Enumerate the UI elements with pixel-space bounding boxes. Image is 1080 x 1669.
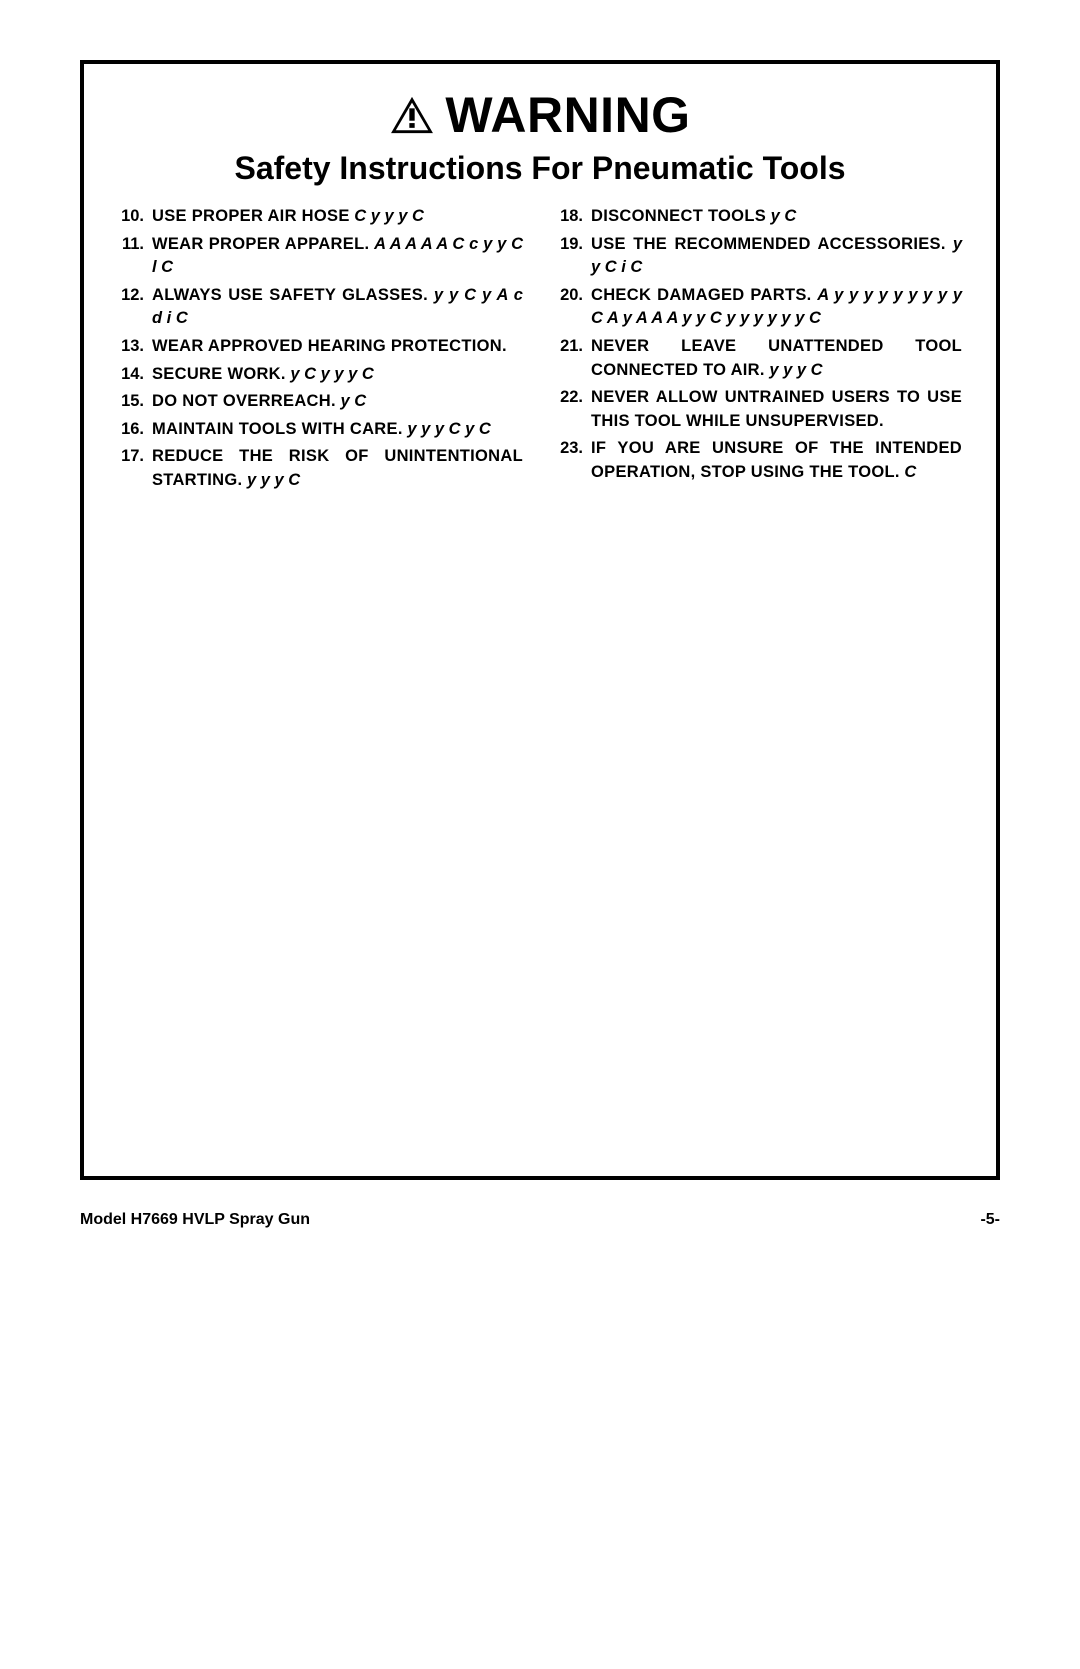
item-heading: WEAR APPROVED HEARING PROTECTION.	[152, 337, 507, 355]
item-number: 20.	[557, 284, 591, 331]
warning-header-row: WARNING	[118, 86, 962, 144]
list-item: 17.REDUCE THE RISK OF UNINTENTIONAL STAR…	[118, 445, 523, 492]
item-body: USE PROPER AIR HOSE C y y y C	[152, 205, 424, 229]
item-detail: y C y y y C	[290, 365, 373, 383]
warning-title: WARNING	[445, 86, 690, 144]
item-heading: CHECK DAMAGED PARTS.	[591, 286, 812, 304]
warning-triangle-icon	[389, 95, 435, 135]
item-number: 13.	[118, 335, 152, 359]
item-body: CHECK DAMAGED PARTS. A y y y y y	[591, 284, 962, 331]
item-heading: NEVER ALLOW UNTRAINED USERS TO USE THIS …	[591, 388, 962, 430]
list-item: 12.ALWAYS USE SAFETY GLASSES. y y C y A …	[118, 284, 523, 331]
page-subtitle: Safety Instructions For Pneumatic Tools	[118, 150, 962, 187]
item-detail: y C	[340, 392, 366, 410]
item-heading: DISCONNECT TOOLS	[591, 207, 766, 225]
list-item: 19.USE THE RECOMMENDED ACCESSORIES. y y …	[557, 233, 962, 280]
item-number: 14.	[118, 363, 152, 387]
item-heading: SECURE WORK.	[152, 365, 286, 383]
list-item: 16.MAINTAIN TOOLS WITH CARE. y y y C y	[118, 418, 523, 442]
item-body: ALWAYS USE SAFETY GLASSES. y y C y A c d…	[152, 284, 523, 331]
list-item: 22.NEVER ALLOW UNTRAINED USERS TO USE TH…	[557, 386, 962, 433]
item-number: 23.	[557, 437, 591, 484]
page-footer: Model H7669 HVLP Spray Gun -5-	[80, 1211, 1000, 1229]
item-number: 21.	[557, 335, 591, 382]
item-body: WEAR PROPER APPAREL. A A A A A C c	[152, 233, 523, 280]
item-heading: REDUCE THE RISK OF UNINTENTIONAL STARTIN…	[152, 447, 523, 489]
item-body: DISCONNECT TOOLS y C	[591, 205, 796, 229]
columns-container: 10.USE PROPER AIR HOSE C y y y C11.WEAR …	[118, 205, 962, 497]
item-detail: y y y C	[769, 361, 822, 379]
item-detail: y C	[771, 207, 797, 225]
item-number: 12.	[118, 284, 152, 331]
list-item: 15.DO NOT OVERREACH. y C	[118, 390, 523, 414]
item-body: REDUCE THE RISK OF UNINTENTIONAL STARTIN…	[152, 445, 523, 492]
list-item: 21.NEVER LEAVE UNATTENDED TOOL CONNECTED…	[557, 335, 962, 382]
footer-model: Model H7669 HVLP Spray Gun	[80, 1211, 310, 1229]
list-item: 23.IF YOU ARE UNSURE OF THE INTENDED OPE…	[557, 437, 962, 484]
list-item: 10.USE PROPER AIR HOSE C y y y C	[118, 205, 523, 229]
item-detail: C y y y C	[354, 207, 424, 225]
item-body: USE THE RECOMMENDED ACCESSORIES. y y C i	[591, 233, 962, 280]
item-heading: WEAR PROPER APPAREL.	[152, 235, 369, 253]
right-column: 18.DISCONNECT TOOLS y C19.USE THE RECOMM…	[557, 205, 962, 497]
left-column: 10.USE PROPER AIR HOSE C y y y C11.WEAR …	[118, 205, 523, 497]
item-body: NEVER LEAVE UNATTENDED TOOL CONNECTED TO…	[591, 335, 962, 382]
item-body: SECURE WORK. y C y y y C	[152, 363, 374, 387]
item-number: 15.	[118, 390, 152, 414]
list-item: 20.CHECK DAMAGED PARTS. A y y y y y	[557, 284, 962, 331]
item-body: MAINTAIN TOOLS WITH CARE. y y y C y	[152, 418, 491, 442]
item-detail: y y y C y C	[407, 420, 490, 438]
list-item: 14.SECURE WORK. y C y y y C	[118, 363, 523, 387]
item-detail: C	[904, 463, 916, 481]
item-body: NEVER ALLOW UNTRAINED USERS TO USE THIS …	[591, 386, 962, 433]
item-detail: y y y C	[247, 471, 300, 489]
list-item: 11.WEAR PROPER APPAREL. A A A A A C c	[118, 233, 523, 280]
item-body: WEAR APPROVED HEARING PROTECTION.	[152, 335, 507, 359]
item-number: 16.	[118, 418, 152, 442]
item-number: 17.	[118, 445, 152, 492]
item-heading: USE PROPER AIR HOSE	[152, 207, 350, 225]
item-body: IF YOU ARE UNSURE OF THE INTENDED OPERAT…	[591, 437, 962, 484]
item-number: 18.	[557, 205, 591, 229]
list-item: 18.DISCONNECT TOOLS y C	[557, 205, 962, 229]
item-number: 11.	[118, 233, 152, 280]
list-item: 13.WEAR APPROVED HEARING PROTECTION.	[118, 335, 523, 359]
item-number: 10.	[118, 205, 152, 229]
item-heading: DO NOT OVERREACH.	[152, 392, 336, 410]
item-body: DO NOT OVERREACH. y C	[152, 390, 366, 414]
item-heading: ALWAYS USE SAFETY GLASSES.	[152, 286, 428, 304]
item-number: 22.	[557, 386, 591, 433]
footer-page-number: -5-	[980, 1211, 1000, 1229]
warning-frame: WARNING Safety Instructions For Pneumati…	[80, 60, 1000, 1180]
item-number: 19.	[557, 233, 591, 280]
item-heading: MAINTAIN TOOLS WITH CARE.	[152, 420, 403, 438]
item-heading: USE THE RECOMMENDED ACCESSORIES.	[591, 235, 946, 253]
